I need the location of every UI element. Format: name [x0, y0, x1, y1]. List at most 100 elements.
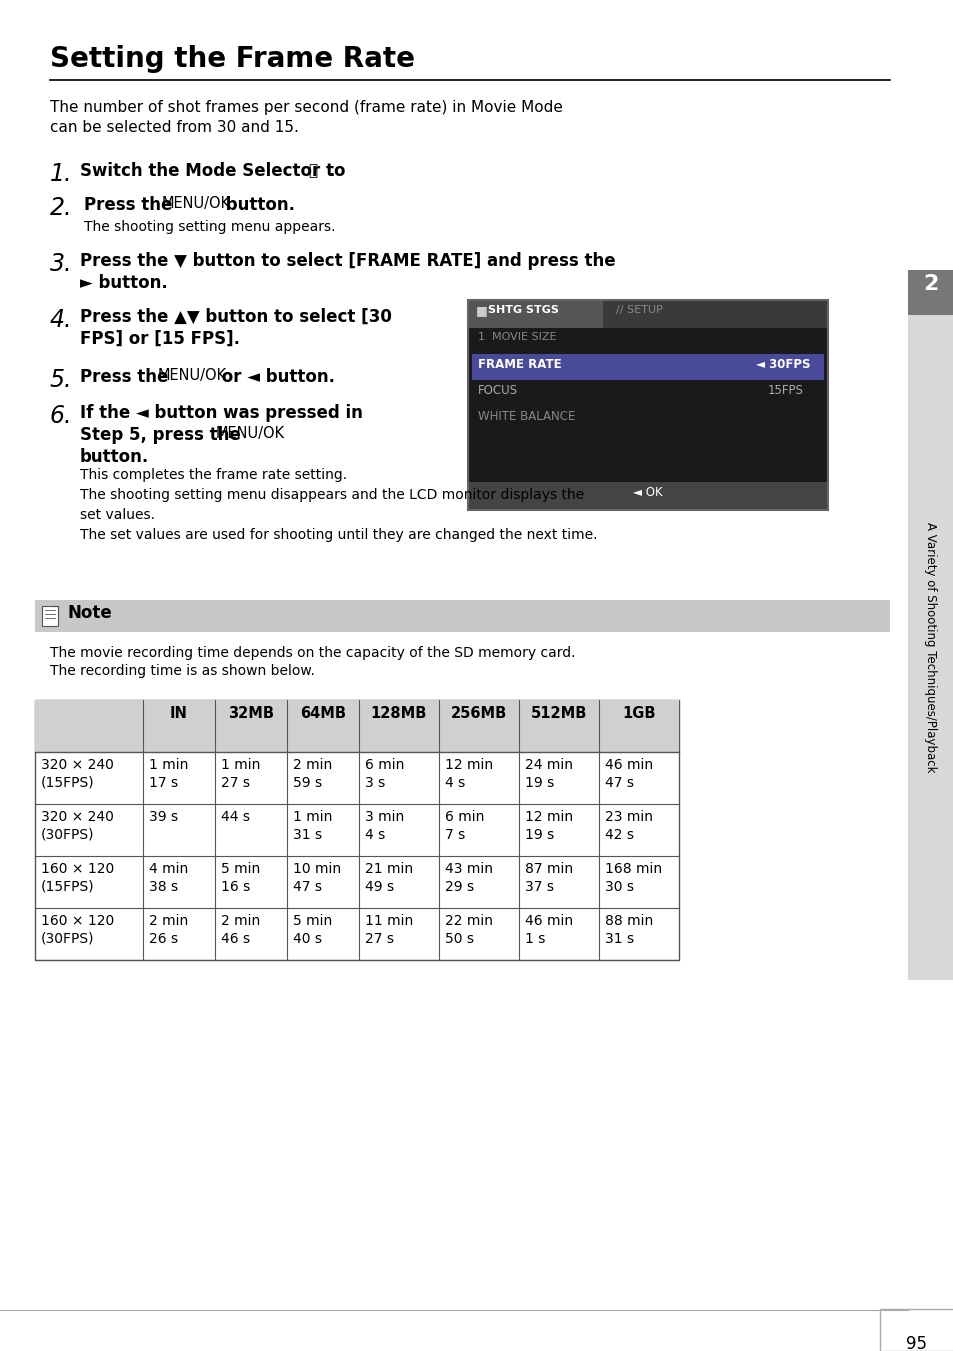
- Bar: [879, 1309, 953, 1351]
- Text: 46 min
47 s: 46 min 47 s: [604, 758, 653, 790]
- Text: 🎥: 🎥: [308, 163, 316, 178]
- Text: The shooting setting menu appears.: The shooting setting menu appears.: [84, 220, 335, 234]
- Text: 128MB: 128MB: [371, 707, 427, 721]
- Text: 12 min
19 s: 12 min 19 s: [524, 811, 573, 842]
- Text: Note: Note: [68, 604, 112, 621]
- Text: 1 min
31 s: 1 min 31 s: [293, 811, 332, 842]
- Text: 87 min
37 s: 87 min 37 s: [524, 862, 573, 894]
- Text: 5.: 5.: [50, 367, 72, 392]
- Text: Step 5, press the: Step 5, press the: [80, 426, 246, 444]
- Bar: [468, 300, 827, 328]
- Text: 2 min
26 s: 2 min 26 s: [149, 915, 188, 946]
- Text: 88 min
31 s: 88 min 31 s: [604, 915, 653, 946]
- Bar: [468, 300, 827, 509]
- Text: Press the ▼ button to select [FRAME RATE] and press the: Press the ▼ button to select [FRAME RATE…: [80, 253, 615, 270]
- Text: ◄ 30FPS: ◄ 30FPS: [755, 358, 810, 372]
- Text: 1: 1: [477, 332, 484, 342]
- Text: or ◄ button.: or ◄ button.: [215, 367, 335, 386]
- Text: ► button.: ► button.: [80, 274, 168, 292]
- Text: 21 min
49 s: 21 min 49 s: [365, 862, 413, 894]
- Text: FPS] or [15 FPS].: FPS] or [15 FPS].: [80, 330, 240, 349]
- Text: WHITE BALANCE: WHITE BALANCE: [477, 409, 575, 423]
- Text: 4 min
38 s: 4 min 38 s: [149, 862, 188, 894]
- Text: 3 min
4 s: 3 min 4 s: [365, 811, 404, 842]
- Text: 3.: 3.: [50, 253, 72, 276]
- Text: 22 min
50 s: 22 min 50 s: [444, 915, 493, 946]
- Text: 1.: 1.: [50, 162, 72, 186]
- Bar: [468, 300, 602, 328]
- Text: 15FPS: 15FPS: [767, 384, 803, 397]
- Text: A Variety of Shooting Techniques/Playback: A Variety of Shooting Techniques/Playbac…: [923, 523, 937, 773]
- Text: FOCUS: FOCUS: [477, 384, 517, 397]
- Text: The number of shot frames per second (frame rate) in Movie Mode: The number of shot frames per second (fr…: [50, 100, 562, 115]
- Text: .: .: [328, 162, 334, 180]
- Text: 160 × 120
(30FPS): 160 × 120 (30FPS): [41, 915, 114, 946]
- Bar: [35, 700, 679, 961]
- Text: The recording time is as shown below.: The recording time is as shown below.: [50, 663, 314, 678]
- Bar: [907, 270, 953, 315]
- Text: 12 min
4 s: 12 min 4 s: [444, 758, 493, 790]
- Text: Press the: Press the: [84, 196, 178, 213]
- Text: Switch the Mode Selector to: Switch the Mode Selector to: [80, 162, 351, 180]
- Text: 10 min
47 s: 10 min 47 s: [293, 862, 341, 894]
- Text: MENU/OK: MENU/OK: [158, 367, 227, 382]
- Text: The movie recording time depends on the capacity of the SD memory card.: The movie recording time depends on the …: [50, 646, 575, 661]
- Text: Press the: Press the: [80, 367, 174, 386]
- Text: 6 min
3 s: 6 min 3 s: [365, 758, 404, 790]
- Text: 5 min
16 s: 5 min 16 s: [221, 862, 260, 894]
- Text: The set values are used for shooting until they are changed the next time.: The set values are used for shooting unt…: [80, 528, 597, 542]
- Text: button.: button.: [220, 196, 294, 213]
- Text: MOVIE SIZE: MOVIE SIZE: [492, 332, 556, 342]
- Text: 6 min
7 s: 6 min 7 s: [444, 811, 484, 842]
- Text: If the ◄ button was pressed in: If the ◄ button was pressed in: [80, 404, 362, 422]
- Text: 1 min
17 s: 1 min 17 s: [149, 758, 188, 790]
- Text: 1GB: 1GB: [621, 707, 655, 721]
- Text: MENU/OK: MENU/OK: [215, 426, 285, 440]
- Bar: [472, 354, 823, 380]
- Text: Setting the Frame Rate: Setting the Frame Rate: [50, 45, 415, 73]
- Text: 320 × 240
(15FPS): 320 × 240 (15FPS): [41, 758, 113, 790]
- Bar: [468, 482, 827, 509]
- Text: can be selected from 30 and 15.: can be selected from 30 and 15.: [50, 120, 298, 135]
- Text: IN: IN: [170, 707, 188, 721]
- Text: 64MB: 64MB: [299, 707, 346, 721]
- Text: 2 min
59 s: 2 min 59 s: [293, 758, 332, 790]
- Text: 43 min
29 s: 43 min 29 s: [444, 862, 493, 894]
- Bar: [42, 607, 58, 626]
- Text: 512MB: 512MB: [530, 707, 587, 721]
- Text: 95: 95: [905, 1335, 926, 1351]
- Text: 11 min
27 s: 11 min 27 s: [365, 915, 413, 946]
- Bar: [907, 280, 953, 979]
- Text: 46 min
1 s: 46 min 1 s: [524, 915, 573, 946]
- Text: MENU/OK: MENU/OK: [162, 196, 231, 211]
- Text: 4.: 4.: [50, 308, 72, 332]
- Bar: [35, 600, 889, 632]
- Text: button.: button.: [80, 449, 149, 466]
- Text: 168 min
30 s: 168 min 30 s: [604, 862, 661, 894]
- Text: 39 s: 39 s: [149, 811, 178, 824]
- Text: 44 s: 44 s: [221, 811, 250, 824]
- Text: 320 × 240
(30FPS): 320 × 240 (30FPS): [41, 811, 113, 842]
- Text: 2 min
46 s: 2 min 46 s: [221, 915, 260, 946]
- Bar: [35, 700, 679, 753]
- Text: 23 min
42 s: 23 min 42 s: [604, 811, 652, 842]
- Text: 2: 2: [923, 274, 938, 295]
- Text: set values.: set values.: [80, 508, 154, 521]
- Text: ◄ OK: ◄ OK: [633, 486, 662, 499]
- Text: FRAME RATE: FRAME RATE: [477, 358, 561, 372]
- Text: 6.: 6.: [50, 404, 72, 428]
- Text: ■: ■: [476, 304, 487, 317]
- Text: // SETUP: // SETUP: [616, 305, 662, 315]
- Text: 5 min
40 s: 5 min 40 s: [293, 915, 332, 946]
- Text: 24 min
19 s: 24 min 19 s: [524, 758, 573, 790]
- Text: 2.: 2.: [50, 196, 72, 220]
- Bar: [468, 300, 827, 509]
- Text: This completes the frame rate setting.: This completes the frame rate setting.: [80, 467, 347, 482]
- Text: 256MB: 256MB: [451, 707, 507, 721]
- Text: 32MB: 32MB: [228, 707, 274, 721]
- Text: Press the ▲▼ button to select [30: Press the ▲▼ button to select [30: [80, 308, 392, 326]
- Text: The shooting setting menu disappears and the LCD monitor displays the: The shooting setting menu disappears and…: [80, 488, 583, 503]
- Text: 160 × 120
(15FPS): 160 × 120 (15FPS): [41, 862, 114, 894]
- Text: SHTG STGS: SHTG STGS: [488, 305, 558, 315]
- Text: 1 min
27 s: 1 min 27 s: [221, 758, 260, 790]
